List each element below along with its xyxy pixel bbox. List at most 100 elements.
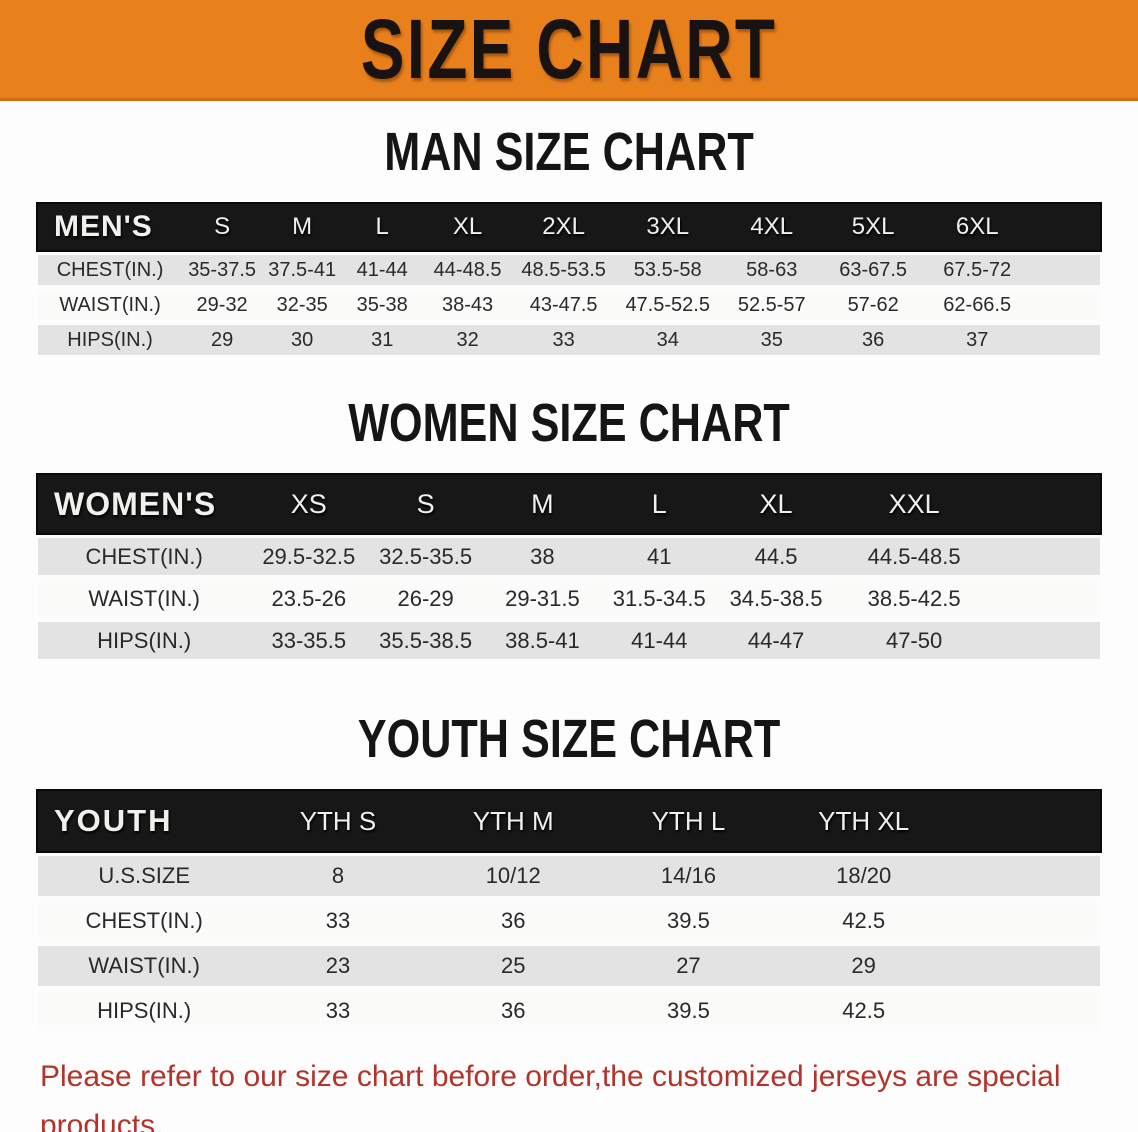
size-value-cell: 10/12: [425, 856, 601, 896]
row-label: WAIST(IN.): [38, 946, 251, 986]
row-filler: [951, 856, 1100, 896]
youth-size-chart-heading: YOUTH SIZE CHART: [0, 712, 1138, 766]
size-value-cell: 39.5: [600, 991, 777, 1031]
size-column-header: L: [375, 213, 389, 240]
size-value-cell: 26-29: [367, 580, 485, 617]
size-value-cell: 36: [822, 325, 924, 355]
size-column-header: XS: [290, 488, 327, 519]
size-column-header: YTH XL: [818, 805, 910, 836]
size-value-cell: 47-50: [834, 622, 994, 659]
row-label: HIPS(IN.): [38, 622, 251, 659]
measurement-row: CHEST(IN.) 35-37.5 37.5-41 41-44 44-48.5 48.5…: [38, 255, 1100, 285]
row-label: HIPS(IN.): [38, 325, 183, 355]
row-filler: [951, 901, 1100, 941]
size-value-cell: 36: [425, 991, 601, 1031]
measurement-row: WAIST(IN.) 23 25 27 29: [38, 946, 1100, 986]
size-value-cell: 44-47: [717, 622, 835, 659]
size-value-cell: 29-31.5: [484, 580, 601, 617]
size-value-cell: 33: [250, 991, 426, 1031]
size-chart-banner: SIZE CHART: [0, 0, 1138, 101]
size-value-cell: 44.5-48.5: [834, 538, 994, 575]
size-value-cell: 41: [600, 538, 718, 575]
measurement-row: U.S.SIZE 8 10/12 14/16 18/20: [38, 856, 1100, 896]
size-column-header: 6XL: [955, 213, 999, 240]
size-value-cell: 37: [923, 325, 1031, 355]
size-value-cell: 8: [250, 856, 426, 896]
mens-size-table: MEN'S S M L XL 2XL 3XL 4XL 5XL 6XL CHEST(IN.) 35-37…: [36, 199, 1102, 360]
size-value-cell: 33-35.5: [250, 622, 368, 659]
size-column-header: 5XL: [851, 213, 895, 240]
size-value-cell: 53.5-58: [614, 255, 722, 285]
row-filler: [993, 580, 1100, 617]
size-value-cell: 57-62: [822, 290, 924, 320]
row-filler: [1030, 255, 1100, 285]
banner-title: SIZE CHART: [360, 1, 778, 96]
size-value-cell: 63-67.5: [822, 255, 924, 285]
size-column-header: S: [214, 213, 231, 240]
size-value-cell: 47.5-52.5: [614, 290, 722, 320]
size-column-header: YTH L: [651, 805, 726, 836]
size-value-cell: 29-32: [182, 290, 263, 320]
header-filler: [1031, 204, 1100, 250]
size-value-cell: 38.5-41: [484, 622, 601, 659]
size-value-cell: 58-63: [721, 255, 823, 285]
size-value-cell: 67.5-72: [923, 255, 1031, 285]
measurement-row: CHEST(IN.) 29.5-32.5 32.5-35.5 38 41 44.5 44.5…: [38, 538, 1100, 575]
row-filler: [1030, 290, 1100, 320]
size-value-cell: 42.5: [776, 901, 952, 941]
size-value-cell: 33: [250, 901, 426, 941]
size-value-cell: 31.5-34.5: [600, 580, 718, 617]
measurement-row: WAIST(IN.) 29-32 32-35 35-38 38-43 43-47.5 47.…: [38, 290, 1100, 320]
table-corner-label: MEN'S: [54, 210, 153, 243]
disclaimer-line-1: Please refer to our size chart before or…: [40, 1060, 1061, 1132]
measurement-row: HIPS(IN.) 33-35.5 35.5-38.5 38.5-41 41-44 44-…: [38, 622, 1100, 659]
size-value-cell: 35-38: [342, 290, 423, 320]
row-label: CHEST(IN.): [38, 255, 183, 285]
womens-size-table: WOMEN'S XS S M L XL XXL CHEST(IN.) 29.5-32.5 32.5…: [36, 470, 1102, 664]
size-header-row: WOMEN'S XS S M L XL XXL: [36, 473, 1102, 535]
measurement-row: HIPS(IN.) 33 36 39.5 42.5: [38, 991, 1100, 1031]
size-value-cell: 38.5-42.5: [834, 580, 994, 617]
size-value-cell: 23: [250, 946, 426, 986]
size-value-cell: 14/16: [600, 856, 777, 896]
size-value-cell: 52.5-57: [721, 290, 823, 320]
size-header-row: MEN'S S M L XL 2XL 3XL 4XL 5XL 6XL: [36, 202, 1102, 252]
youth-size-table: YOUTH YTH S YTH M YTH L YTH XL U.S.SIZE 8 10/12…: [36, 786, 1102, 1036]
size-value-cell: 36: [425, 901, 601, 941]
row-filler: [951, 946, 1100, 986]
size-header-row: YOUTH YTH S YTH M YTH L YTH XL: [36, 789, 1102, 853]
disclaimer-text: Please refer to our size chart before or…: [40, 1052, 1138, 1132]
size-column-header: L: [651, 488, 667, 519]
size-value-cell: 18/20: [776, 856, 952, 896]
youth-size-chart-heading-text: YOUTH SIZE CHART: [357, 709, 781, 769]
size-column-header: YTH M: [472, 805, 554, 836]
size-value-cell: 39.5: [600, 901, 777, 941]
size-value-cell: 62-66.5: [923, 290, 1031, 320]
size-column-header: XL: [759, 488, 793, 519]
size-value-cell: 25: [425, 946, 601, 986]
size-value-cell: 37.5-41: [262, 255, 343, 285]
size-column-header: S: [416, 488, 435, 519]
size-value-cell: 29: [182, 325, 263, 355]
table-corner-label: WOMEN'S: [54, 485, 217, 522]
size-column-header: 2XL: [542, 213, 585, 240]
measurement-row: WAIST(IN.) 23.5-26 26-29 29-31.5 31.5-34.5 34…: [38, 580, 1100, 617]
size-value-cell: 44-48.5: [422, 255, 513, 285]
size-value-cell: 34: [614, 325, 722, 355]
size-column-header: 3XL: [646, 213, 690, 240]
size-value-cell: 29: [776, 946, 952, 986]
size-value-cell: 41-44: [600, 622, 718, 659]
size-value-cell: 48.5-53.5: [512, 255, 615, 285]
size-value-cell: 32-35: [262, 290, 343, 320]
row-filler: [1030, 325, 1100, 355]
row-label: U.S.SIZE: [38, 856, 251, 896]
size-column-header: XXL: [888, 488, 940, 519]
header-filler: [994, 475, 1100, 533]
row-filler: [951, 991, 1100, 1031]
man-size-chart-heading: MAN SIZE CHART: [0, 125, 1138, 179]
size-column-header: M: [292, 213, 313, 240]
women-size-chart-heading-text: WOMEN SIZE CHART: [348, 393, 790, 453]
row-filler: [993, 622, 1100, 659]
size-value-cell: 31: [342, 325, 423, 355]
size-value-cell: 32.5-35.5: [367, 538, 485, 575]
